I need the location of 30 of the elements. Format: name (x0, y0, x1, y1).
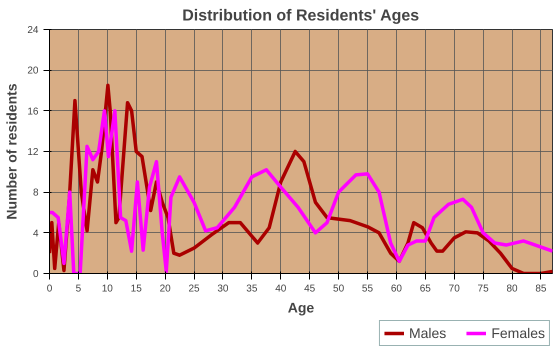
legend-label: Females (491, 325, 545, 341)
x-axis-title: Age (288, 300, 314, 316)
x-tick-label: 85 (535, 284, 547, 294)
x-tick-label: 70 (448, 284, 460, 294)
x-tick-label: 45 (304, 284, 316, 294)
x-tick-label: 10 (102, 284, 114, 294)
x-tick-label: 65 (420, 284, 432, 294)
x-tick-label: 55 (362, 284, 374, 294)
x-tick-label: 40 (275, 284, 287, 294)
x-tick-label: 60 (390, 284, 402, 294)
x-tick-label: 25 (188, 284, 200, 294)
x-tick-label: 50 (333, 284, 345, 294)
legend-label: Males (408, 325, 446, 341)
y-axis-title: Number of residents (3, 83, 20, 220)
x-tick-label: 5 (76, 284, 82, 294)
y-tick-label: 8 (32, 188, 39, 199)
y-tick-label: 20 (27, 66, 39, 77)
x-tick-label: 35 (246, 284, 258, 294)
x-tick-label: 80 (506, 284, 518, 294)
x-tick-label: 0 (46, 284, 53, 294)
x-tick-label: 20 (160, 284, 172, 294)
y-tick-label: 16 (27, 106, 39, 118)
y-tick-label: 24 (27, 25, 39, 36)
y-tick-label: 4 (32, 228, 39, 240)
x-tick-label: 30 (217, 284, 229, 294)
y-tick-label: 12 (27, 147, 39, 158)
x-tick-label: 75 (478, 284, 490, 294)
y-tick-label: 0 (32, 269, 39, 280)
x-tick-label: 15 (130, 284, 142, 294)
chart-title: Distribution of Residents' Ages (182, 8, 420, 24)
